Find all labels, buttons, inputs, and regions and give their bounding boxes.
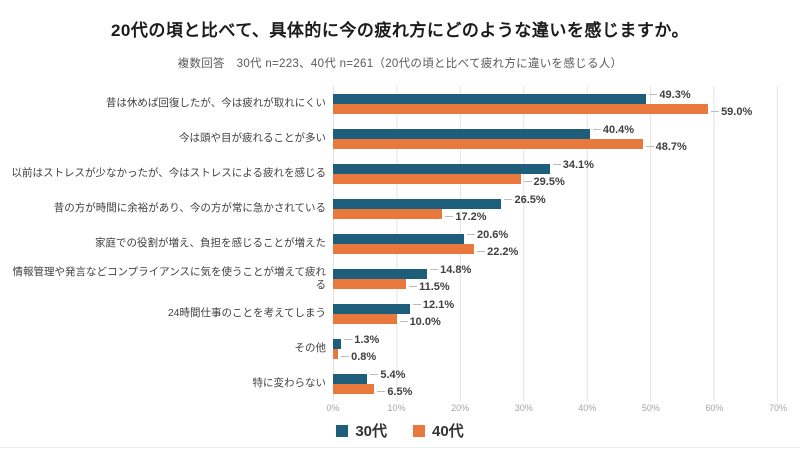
bar-group: 12.1% 10.0% xyxy=(333,296,778,331)
chart-subtitle: 複数回答 30代 n=223、40代 n=261（20代の頃と比べて疲れ方に違い… xyxy=(177,58,623,70)
bar-group: 5.4% 6.5% xyxy=(333,366,778,401)
value-label: 49.3% xyxy=(649,88,691,101)
x-axis-tick: 40% xyxy=(578,403,597,413)
value-label: 6.5% xyxy=(377,385,413,398)
legend-item-40s: 40代 xyxy=(413,420,464,441)
value-label: 10.0% xyxy=(399,315,441,328)
x-axis: 0% 10% 20% 30% 40% 50% 60% 70% xyxy=(326,403,787,415)
bar-30代: 40.4% xyxy=(333,124,634,139)
slide-bottom-border xyxy=(0,447,800,448)
category-label: 24時間仕事のことを考えてしまう xyxy=(167,307,326,320)
value-label: 14.8% xyxy=(430,263,472,276)
bar-group: 26.5% 17.2% xyxy=(333,191,778,226)
bar-group: 34.1% 29.5% xyxy=(333,156,778,191)
category-label: その他 xyxy=(294,342,327,355)
legend-swatch-40s-icon xyxy=(413,424,425,437)
value-label: 12.1% xyxy=(412,298,455,311)
value-label: 20.6% xyxy=(466,228,509,241)
chart-row: 今は頭や目が疲れることが多い 40.4% 48.7% xyxy=(8,121,778,156)
x-axis-tick: 0% xyxy=(326,403,340,413)
legend-label-40s: 40代 xyxy=(432,423,464,440)
chart-title: 20代の頃と比べて、具体的に今の疲れ方にどのような違いを感じますか。 xyxy=(110,21,690,40)
value-label: 17.2% xyxy=(445,210,487,223)
bar-40代: 59.0% xyxy=(333,103,752,117)
bar-40代: 11.5% xyxy=(333,278,450,292)
bar-30代: 26.5% xyxy=(333,194,546,209)
chart-row: 特に変わらない 5.4% 6.5% xyxy=(8,366,778,401)
category-label: 家庭での役割が増え、負担を感じることが増えた xyxy=(95,237,326,250)
bar-40代: 0.8% xyxy=(333,348,376,362)
legend-item-30s: 30代 xyxy=(336,420,387,441)
value-label: 34.1% xyxy=(552,158,594,171)
x-axis-tick: 50% xyxy=(641,403,660,413)
chart-row: 情報管理や発言などコンプライアンスに気を使うことが増えて疲れる 14.8% 11.5… xyxy=(8,261,778,296)
category-label: 情報管理や発言などコンプライアンスに気を使うことが増えて疲れる xyxy=(12,266,326,291)
chart-row: その他 1.3% 0.8% xyxy=(8,331,778,366)
bar-30代: 20.6% xyxy=(333,229,508,244)
chart-row: 以前はストレスが少なかったが、今はストレスによる疲れを感じる 34.1% 29.5% xyxy=(8,156,778,191)
category-label: 昔は休めば回復したが、今は疲れが取れにくい xyxy=(105,97,326,110)
bar-30代: 49.3% xyxy=(333,89,691,104)
category-label: 特に変わらない xyxy=(252,377,327,390)
value-label: 29.5% xyxy=(523,175,565,188)
bar-30代: 1.3% xyxy=(333,334,379,349)
value-label: 40.4% xyxy=(592,123,635,136)
value-label: 59.0% xyxy=(710,105,753,118)
bar-group: 1.3% 0.8% xyxy=(333,331,778,366)
bar-40代: 48.7% xyxy=(333,138,687,152)
value-label: 11.5% xyxy=(409,280,450,293)
legend-swatch-30s-icon xyxy=(336,424,349,437)
bar-group: 40.4% 48.7% xyxy=(333,121,778,156)
chart-row: 24時間仕事のことを考えてしまう 12.1% 10.0% xyxy=(8,296,778,331)
bar-group: 20.6% 22.2% xyxy=(333,226,778,261)
legend: 30代 40代 xyxy=(0,420,800,441)
category-label: 昔の方が時間に余裕があり、今の方が常に急かされている xyxy=(53,202,326,215)
value-label: 22.2% xyxy=(477,245,519,258)
bar-40代: 29.5% xyxy=(333,173,565,187)
chart-row: 家庭での役割が増え、負担を感じることが増えた 20.6% 22.2% xyxy=(8,226,778,261)
value-label: 1.3% xyxy=(344,333,380,346)
value-label: 0.8% xyxy=(341,350,377,363)
value-label: 5.4% xyxy=(370,368,406,381)
bar-group: 49.3% 59.0% xyxy=(333,86,778,121)
bar-40代: 17.2% xyxy=(333,208,487,222)
bar-30代: 12.1% xyxy=(333,299,454,314)
chart-row: 昔は休めば回復したが、今は疲れが取れにくい 49.3% 59.0% xyxy=(8,86,778,121)
category-label: 以前はストレスが少なかったが、今はストレスによる疲れを感じる xyxy=(11,167,326,180)
x-axis-tick: 10% xyxy=(387,403,406,413)
value-label: 26.5% xyxy=(504,193,546,206)
bar-40代: 22.2% xyxy=(333,243,518,257)
category-label: 今は頭や目が疲れることが多い xyxy=(179,132,326,145)
value-label: 48.7% xyxy=(645,140,687,153)
bar-40代: 10.0% xyxy=(333,313,441,327)
x-axis-tick: 20% xyxy=(451,403,470,413)
bar-30代: 34.1% xyxy=(333,159,594,174)
legend-label-30s: 30代 xyxy=(355,423,387,440)
x-axis-tick: 30% xyxy=(514,403,533,413)
chart-row: 昔の方が時間に余裕があり、今の方が常に急かされている 26.5% 17.2% xyxy=(8,191,778,226)
x-axis-tick: 60% xyxy=(705,403,724,413)
bar-30代: 14.8% xyxy=(333,264,471,279)
x-axis-tick: 70% xyxy=(768,403,788,413)
bar-chart: 昔は休めば回復したが、今は疲れが取れにくい 49.3% 59.0% 今は頭や目が疲れる… xyxy=(8,86,778,401)
bar-group: 14.8% 11.5% xyxy=(333,261,778,296)
bar-40代: 6.5% xyxy=(333,383,412,397)
bar-30代: 5.4% xyxy=(333,369,405,384)
